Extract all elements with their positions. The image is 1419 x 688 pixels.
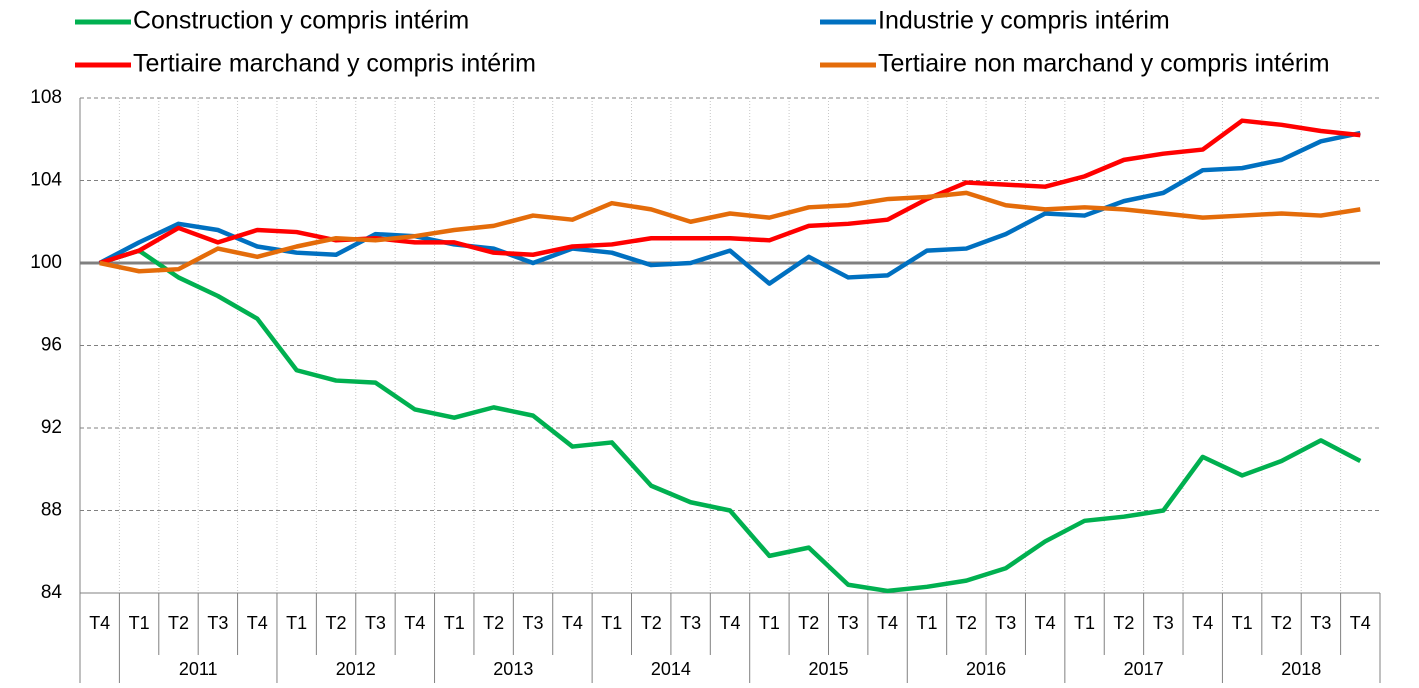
x-tick-label: T2 <box>956 613 977 633</box>
x-tick-label: T4 <box>719 613 740 633</box>
x-tick-label: T4 <box>1192 613 1213 633</box>
x-tick-label: T4 <box>562 613 583 633</box>
x-tick-label: T4 <box>877 613 898 633</box>
y-tick-label: 84 <box>41 582 63 603</box>
x-tick-label: T3 <box>1153 613 1174 633</box>
x-tick-label: T2 <box>483 613 504 633</box>
legend-label: Construction y compris intérim <box>133 7 469 35</box>
x-tick-label: T3 <box>365 613 386 633</box>
x-tick-label: T3 <box>1310 613 1331 633</box>
year-label: 2014 <box>651 659 691 679</box>
year-label: 2013 <box>493 659 533 679</box>
y-tick-label: 100 <box>30 252 62 273</box>
x-tick-label: T4 <box>404 613 425 633</box>
y-tick-label: 92 <box>41 417 62 438</box>
x-tick-label: T1 <box>916 613 937 633</box>
y-tick-label: 96 <box>41 335 62 356</box>
y-tick-label: 88 <box>41 500 62 521</box>
x-tick-label: T1 <box>1232 613 1253 633</box>
year-label: 2016 <box>966 659 1006 679</box>
x-tick-label: T3 <box>207 613 228 633</box>
x-tick-label: T2 <box>1113 613 1134 633</box>
x-tick-label: T2 <box>168 613 189 633</box>
x-tick-label: T3 <box>523 613 544 633</box>
year-label: 2015 <box>808 659 848 679</box>
year-label: 2011 <box>179 659 218 679</box>
year-label: 2012 <box>336 659 376 679</box>
series-line <box>98 130 1361 286</box>
x-tick-label: T2 <box>1271 613 1292 633</box>
x-tick-label: T2 <box>326 613 347 633</box>
x-tick-label: T1 <box>129 613 150 633</box>
legend-label: Tertiaire marchand y compris intérim <box>133 50 536 78</box>
x-tick-label: T3 <box>838 613 859 633</box>
x-tick-label: T1 <box>1074 613 1095 633</box>
series-line <box>99 118 1361 266</box>
x-tick-label: T4 <box>1035 613 1056 633</box>
y-tick-label: 104 <box>30 170 62 191</box>
year-label: 2017 <box>1124 659 1164 679</box>
x-tick-label: T3 <box>680 613 701 633</box>
legend-label: Tertiaire non marchand y compris intérim <box>878 50 1330 78</box>
year-label: 2018 <box>1281 659 1321 679</box>
y-tick-label: 108 <box>30 87 62 108</box>
x-tick-label: T1 <box>759 613 780 633</box>
x-tick-label: T2 <box>798 613 819 633</box>
x-tick-label: T1 <box>601 613 622 633</box>
x-tick-label: T4 <box>1350 613 1371 633</box>
series-line <box>99 190 1361 274</box>
x-tick-label: T1 <box>444 613 465 633</box>
x-tick-label: T1 <box>286 613 307 633</box>
x-tick-label: T3 <box>995 613 1016 633</box>
x-tick-label: T4 <box>247 613 268 633</box>
x-tick-label: T2 <box>641 613 662 633</box>
x-tick-label: T4 <box>89 613 110 633</box>
legend-label: Industrie y compris intérim <box>878 7 1170 35</box>
series-line <box>99 248 1362 594</box>
